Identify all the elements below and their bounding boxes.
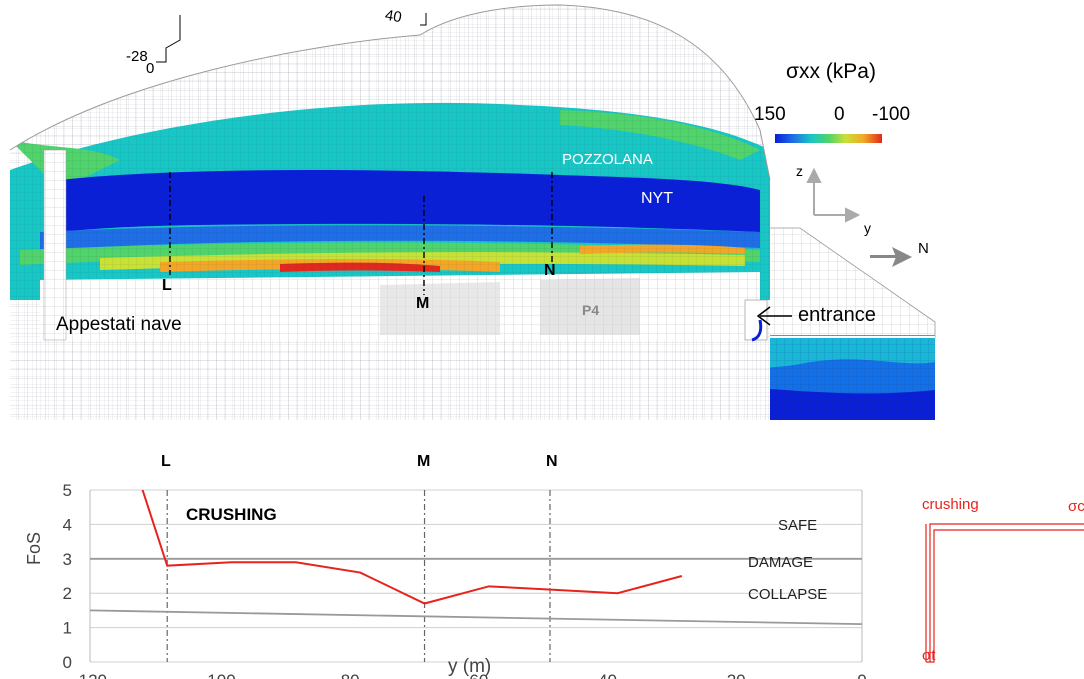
model-section-label-l: L [162, 277, 172, 294]
x-tick-1: -100 [202, 671, 236, 679]
entrance-arrow [756, 306, 792, 326]
zone-label-damage: DAMAGE [748, 554, 814, 571]
chart-section-label-n: N [546, 453, 558, 470]
colorbar-gradient [775, 134, 882, 143]
threshold-line-1 [89, 609, 863, 626]
chart-section-label-l: L [161, 453, 171, 470]
x-tick-3: -60 [464, 671, 489, 679]
y-tick-4: 4 [63, 515, 72, 534]
y-tick-labels: 0 1 2 3 4 5 [63, 481, 72, 672]
zone-label-collapse: COLLAPSE [748, 586, 828, 603]
axis-label-north: N [918, 240, 929, 257]
model-3d [9, 4, 936, 420]
colorbar-tick-minus100: -100 [872, 104, 911, 125]
fos-series-line [141, 489, 683, 605]
inset-label-sigma-c: σc [1068, 498, 1084, 515]
x-axis-label: y (m) [448, 656, 492, 677]
inset-label-sigma-t: σt [922, 647, 936, 664]
y-axis-label: FoS [24, 531, 44, 565]
failure-criterion-inset [925, 523, 1084, 663]
y-tick-3: 3 [63, 550, 72, 569]
y-tick-2: 2 [63, 584, 72, 603]
y-tick-0: 0 [63, 653, 72, 672]
chart-thresholds [89, 557, 863, 626]
x-tick-6: 0 [857, 671, 866, 679]
chart-section-lines [166, 490, 551, 662]
colorbar-tick-0: 0 [834, 104, 845, 125]
colorbar-title: σxx (kPa) [786, 60, 876, 83]
axes-icon [806, 167, 861, 223]
bracket-fragment-left [156, 15, 181, 63]
inset-label-crushing: crushing [922, 496, 979, 513]
x-tick-5: -20 [721, 671, 746, 679]
zone-label-crushing: CRUSHING [186, 505, 277, 524]
bracket-fragment-mid [420, 13, 427, 26]
layer-label-nyt: NYT [641, 190, 673, 207]
fos-chart: -120 -100 -80 -60 -40 -20 0 0 1 2 3 4 5 [63, 481, 867, 679]
colorbar-tick-150: 150 [754, 104, 786, 125]
north-arrow-icon [870, 247, 912, 267]
zone-label-safe: SAFE [778, 517, 818, 534]
y-tick-5: 5 [63, 481, 72, 500]
layer-label-pozzolana: POZZOLANA [562, 151, 653, 168]
axis-label-y: y [864, 220, 871, 236]
fragment-label-b: 0 [146, 60, 155, 77]
axis-label-z: z [796, 163, 803, 179]
y-tick-1: 1 [63, 619, 72, 638]
fragment-label-c: 40 [383, 6, 404, 27]
x-tick-2: -80 [335, 671, 360, 679]
label-p4: P4 [582, 302, 600, 318]
model-section-label-n: N [544, 262, 556, 279]
label-appestati-nave: Appestati nave [56, 314, 182, 335]
fragment-label-a: -28 [126, 48, 148, 65]
chart-section-label-m: M [417, 453, 431, 470]
model-section-label-m: M [416, 295, 430, 312]
x-tick-4: -40 [592, 671, 617, 679]
x-tick-labels: -120 -100 -80 -60 -40 -20 0 [73, 671, 867, 679]
x-tick-0: -120 [73, 671, 107, 679]
label-entrance: entrance [798, 304, 876, 326]
